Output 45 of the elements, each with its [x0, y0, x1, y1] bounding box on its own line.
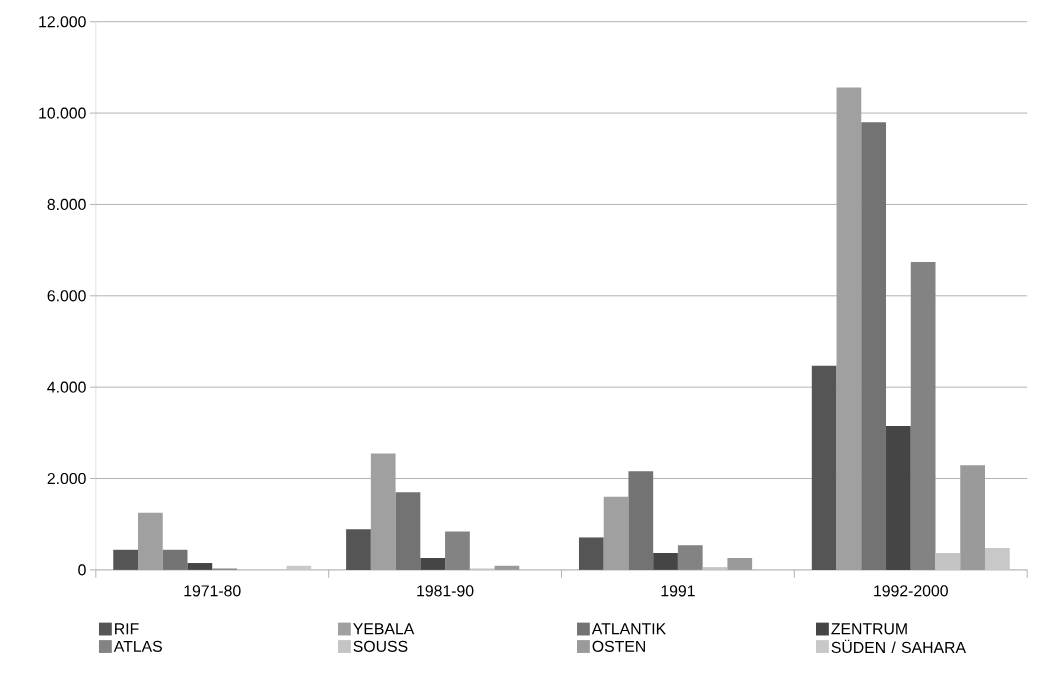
y-tick-label: 8.000 [47, 198, 86, 210]
y-tick-label: 10.000 [39, 107, 86, 119]
bar [286, 565, 312, 570]
legend-label: SÜDEN / SAHARA [831, 639, 966, 653]
x-tick-label: 1981-90 [417, 585, 474, 597]
bar [445, 531, 470, 570]
bar [910, 261, 936, 570]
legend-label: ATLANTIK [591, 623, 666, 635]
legend-label: OSTEN [592, 640, 645, 652]
legend-label: SOUSS [353, 640, 408, 652]
y-tick-label: 2.000 [47, 472, 86, 484]
bar [187, 562, 213, 570]
x-tick-label: 1971-80 [184, 585, 241, 597]
bar [370, 453, 396, 570]
bar [727, 557, 753, 570]
bar [494, 565, 520, 570]
bar [653, 552, 678, 570]
legend-label: ATLAS [113, 640, 162, 652]
bar [702, 566, 728, 570]
x-tick-label: 1992-2000 [874, 585, 948, 597]
bar [578, 537, 604, 570]
y-tick-label: 6.000 [47, 290, 86, 302]
bar [346, 529, 371, 570]
bar [420, 557, 446, 570]
x-tick-label: 1991 [661, 585, 695, 597]
bar [162, 549, 188, 570]
y-tick-label: 4.000 [47, 381, 86, 393]
y-tick-label: 12.000 [39, 15, 86, 28]
bar [811, 365, 837, 570]
bar [138, 512, 163, 570]
bar [960, 465, 985, 570]
bar [935, 552, 961, 570]
bar [836, 87, 862, 570]
legend-label: ZENTRUM [831, 623, 907, 635]
bar [861, 122, 887, 570]
bar [603, 496, 629, 570]
bar [113, 549, 139, 570]
bar [395, 492, 421, 570]
bar [886, 425, 911, 570]
y-tick-label: 0 [78, 564, 86, 576]
bar [677, 545, 703, 570]
legend-label: YEBALA [353, 623, 415, 635]
bar [984, 547, 1010, 570]
legend-label: RIF [115, 623, 139, 635]
bar [628, 471, 654, 570]
